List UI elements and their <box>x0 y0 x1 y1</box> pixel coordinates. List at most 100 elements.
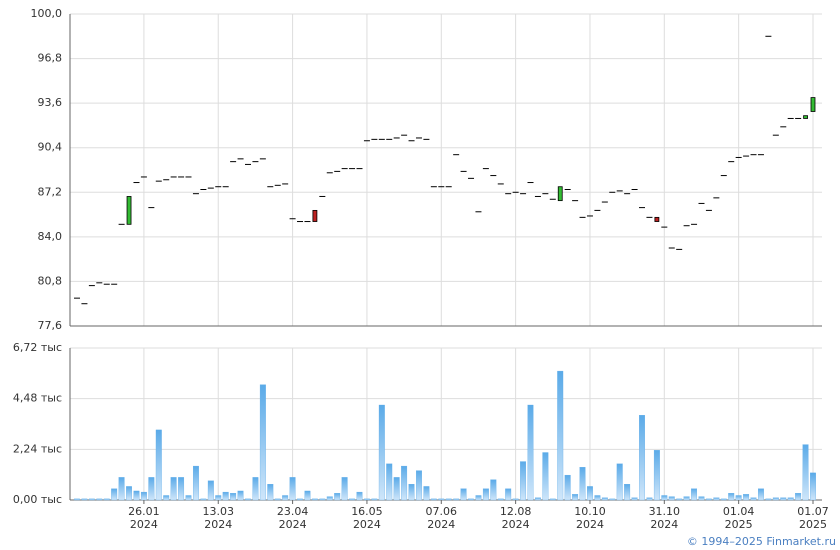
x-tick-label: 23.04 <box>277 505 309 518</box>
volume-bar <box>74 498 80 501</box>
volume-bar <box>118 477 125 501</box>
volume-bar <box>259 384 266 501</box>
volume-bar <box>787 497 794 501</box>
x-tick-label: 07.06 <box>426 505 458 518</box>
volume-bar <box>334 493 341 501</box>
volume-bar <box>311 498 318 501</box>
volume-bar <box>341 477 348 501</box>
candle <box>557 186 563 202</box>
volume-bar <box>245 498 251 501</box>
volume-bar <box>140 491 147 501</box>
x-tick-label: 2024 <box>576 518 604 531</box>
volume-bar <box>170 477 177 501</box>
volume-bar <box>564 474 571 501</box>
volume-bar <box>356 491 363 501</box>
candle <box>810 97 816 112</box>
y-tick-label: 87,2 <box>38 185 63 198</box>
volume-bar <box>423 486 430 501</box>
volume-bar <box>609 498 616 501</box>
volume-bar <box>155 429 162 501</box>
y-tick-label: 90,4 <box>38 141 63 154</box>
volume-bar <box>639 415 645 501</box>
volume-bar <box>363 498 370 501</box>
volume-bar <box>304 490 311 501</box>
volume-bar <box>163 495 170 501</box>
volume-bar <box>743 494 750 501</box>
volume-bar <box>393 477 400 501</box>
volume-bar <box>698 496 705 501</box>
volume-bar <box>215 495 222 501</box>
volume-bar <box>267 484 274 501</box>
volume-bar <box>349 498 356 501</box>
volume-bar <box>88 498 95 501</box>
volume-bar <box>111 488 118 501</box>
volume-bar <box>661 495 668 501</box>
volume-bar <box>505 488 512 501</box>
volume-bar <box>676 498 683 501</box>
volume-bar <box>750 497 757 501</box>
volume-bar <box>282 495 289 501</box>
volume-bar <box>713 497 720 501</box>
volume-bar <box>378 404 385 501</box>
x-tick-label: 2024 <box>353 518 381 531</box>
volume-bar <box>542 452 549 501</box>
candle <box>654 216 660 222</box>
footer: © 1994–2025 Finmarket.ru <box>687 535 836 548</box>
x-tick-label: 16.05 <box>351 505 383 518</box>
y-tick-label: 6,72 тыс <box>13 341 62 354</box>
volume-bar <box>520 461 527 501</box>
volume-bar <box>468 498 474 501</box>
volume-bar <box>230 493 237 501</box>
volume-bar <box>795 493 802 501</box>
volume-bar <box>490 479 497 501</box>
volume-bar <box>460 488 467 501</box>
volume-bar <box>274 498 281 501</box>
volume-bar <box>178 477 185 501</box>
volume-bar <box>668 496 675 501</box>
volume-bar <box>482 488 489 501</box>
volume-bar <box>594 495 601 501</box>
volume-bar <box>720 498 727 501</box>
x-tick-label: 31.10 <box>649 505 681 518</box>
volume-bar <box>453 498 460 501</box>
volume-bar <box>81 498 88 501</box>
x-tick-label: 10.10 <box>574 505 606 518</box>
y-tick-label: 0,00 тыс <box>13 493 62 506</box>
volume-bar <box>534 497 541 501</box>
volume-bar <box>297 498 303 501</box>
volume-bar <box>475 495 482 501</box>
volume-bar <box>416 470 422 501</box>
x-tick-label: 26.01 <box>128 505 160 518</box>
x-tick-label: 2024 <box>204 518 232 531</box>
x-tick-label: 13.03 <box>203 505 235 518</box>
y-tick-label: 96,8 <box>38 52 63 65</box>
volume-bar <box>624 484 631 501</box>
volume-bar <box>371 498 378 501</box>
volume-bar <box>601 497 608 501</box>
x-tick-label: 2025 <box>725 518 753 531</box>
volume-bar <box>705 498 712 501</box>
x-tick-label: 2024 <box>130 518 158 531</box>
volume-bar <box>527 404 534 501</box>
volume-bar <box>207 480 214 501</box>
volume-bar <box>616 463 623 501</box>
volume-bar <box>549 498 556 501</box>
volume-bar <box>683 496 690 501</box>
volume-bar <box>192 465 199 501</box>
volume-bar <box>438 498 445 501</box>
y-tick-label: 4,48 тыс <box>13 392 62 405</box>
volume-bar <box>408 484 415 501</box>
y-tick-label: 80,8 <box>38 274 63 287</box>
y-tick-label: 93,6 <box>38 96 63 109</box>
volume-bar <box>780 497 787 501</box>
volume-bar <box>289 477 296 501</box>
volume-bar <box>646 497 653 501</box>
volume-bar <box>497 498 504 501</box>
volume-bar <box>653 450 660 501</box>
volume-bar <box>319 498 326 501</box>
x-tick-label: 2024 <box>650 518 678 531</box>
volume-bar <box>133 490 140 501</box>
y-tick-label: 2,24 тыс <box>13 442 62 455</box>
volume-bar <box>222 491 229 501</box>
volume-bar <box>810 472 816 501</box>
